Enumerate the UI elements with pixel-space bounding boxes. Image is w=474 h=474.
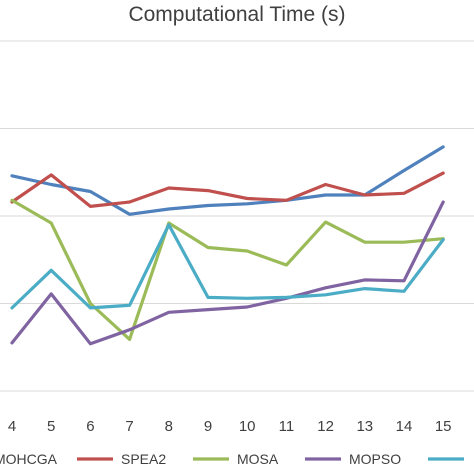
x-tick-label-7: 7	[125, 418, 133, 435]
x-tick-label-14: 14	[396, 418, 413, 435]
legend-label-mosa: MOSA	[237, 451, 279, 467]
legend-label-spea2: SPEA2	[121, 451, 166, 467]
legend-label-mopso: MOPSO	[349, 451, 401, 467]
series-line-mosa	[10, 198, 445, 341]
x-tick-label-11: 11	[279, 418, 295, 435]
x-tick-label-6: 6	[86, 418, 94, 435]
x-tick-label-8: 8	[165, 418, 173, 435]
x-tick-label-9: 9	[204, 418, 212, 435]
series-line-spea2	[10, 171, 445, 208]
gridlines	[0, 40, 474, 392]
x-axis-tick-labels: 4 5 6 7 8 9 10 11 12 13 14 15	[8, 418, 452, 435]
chart-title: Computational Time (s)	[128, 3, 345, 26]
x-tick-label-4: 4	[8, 418, 16, 435]
x-tick-label-15: 15	[435, 418, 452, 435]
series-line-mopso	[10, 200, 445, 346]
series-line-mohcga	[10, 145, 445, 216]
x-tick-label-10: 10	[239, 418, 256, 435]
series-line-series-5	[10, 223, 445, 310]
x-tick-label-12: 12	[317, 418, 334, 435]
legend-label-mohcga: MOHCGA	[0, 451, 58, 467]
legend: MOHCGA SPEA2 MOSA MOPSO	[0, 451, 464, 467]
x-tick-label-13: 13	[356, 418, 373, 435]
x-tick-label-5: 5	[47, 418, 55, 435]
series-lines	[10, 145, 445, 346]
